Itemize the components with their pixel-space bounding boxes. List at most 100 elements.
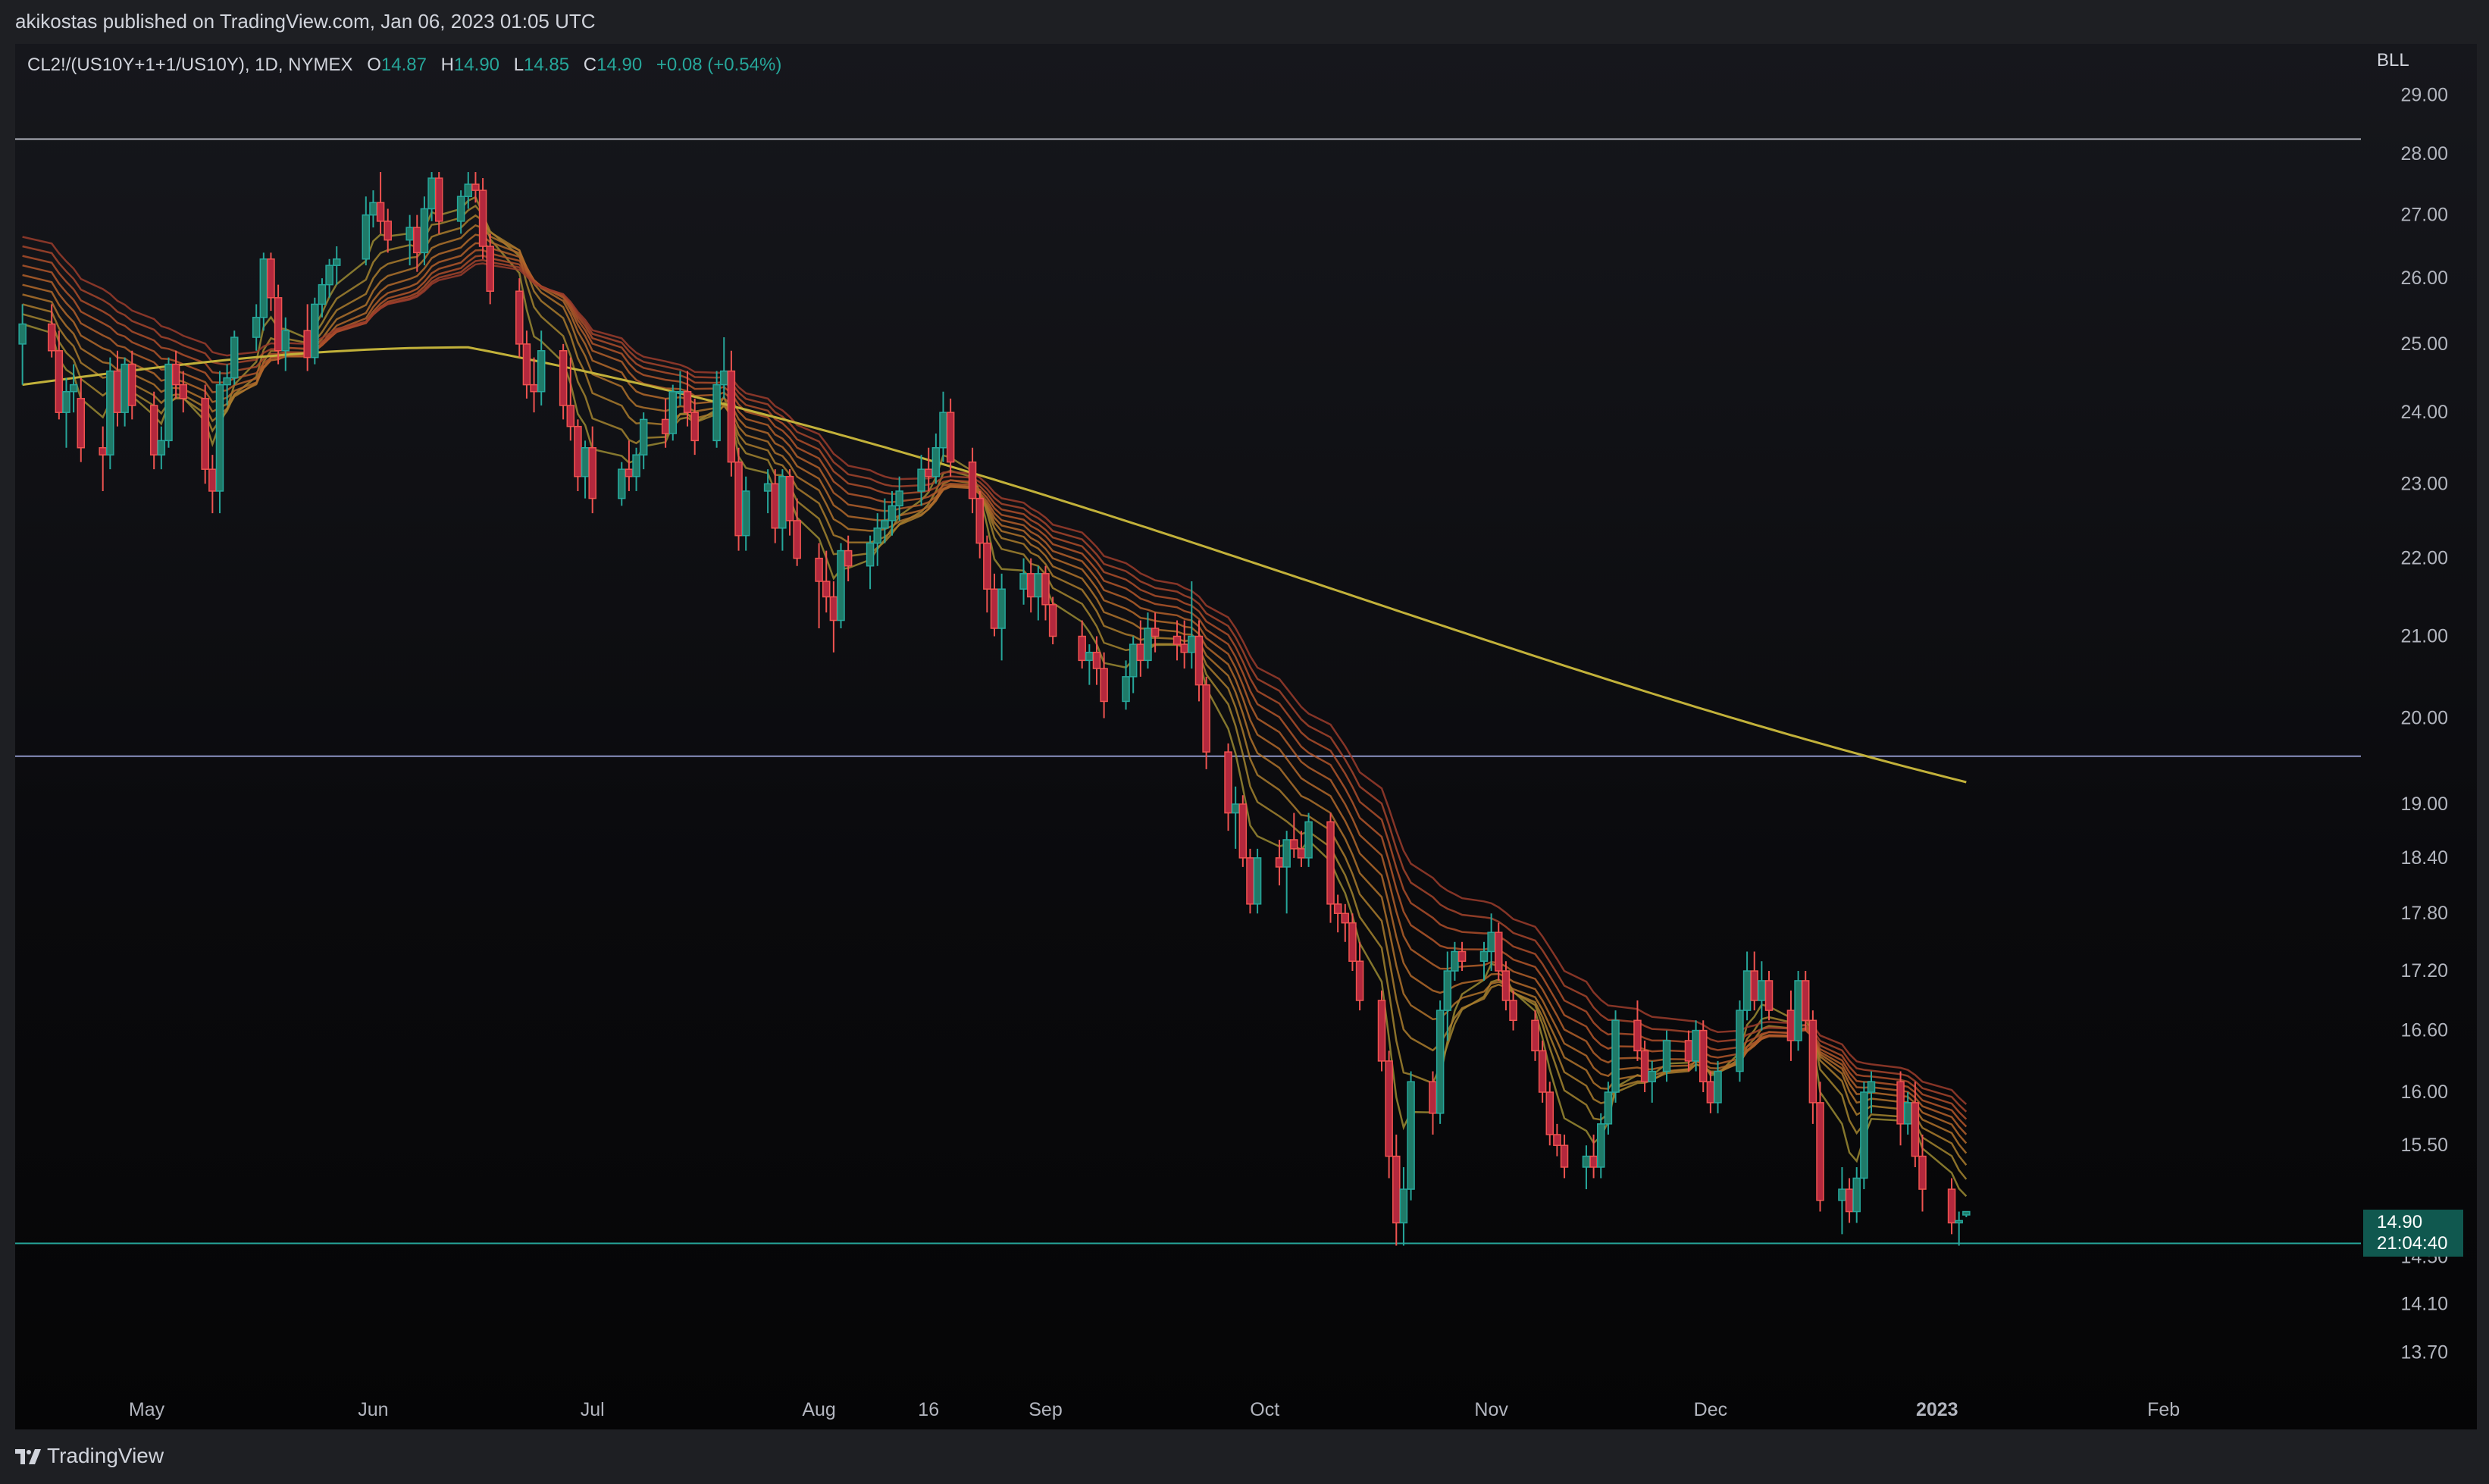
candle-body bbox=[719, 370, 728, 386]
candle bbox=[574, 419, 582, 491]
candle-body bbox=[1662, 1040, 1671, 1072]
candle bbox=[1026, 558, 1035, 613]
candle bbox=[1860, 1082, 1868, 1190]
candle-body bbox=[1304, 821, 1313, 859]
candle bbox=[1947, 1178, 1956, 1235]
candle-body bbox=[1041, 573, 1050, 606]
y-tick-label: 19.00 bbox=[2400, 794, 2448, 815]
candle-body bbox=[881, 520, 889, 529]
candle-body bbox=[741, 490, 750, 537]
candle-body bbox=[844, 549, 853, 567]
candle-body bbox=[1538, 1050, 1547, 1093]
candle-body bbox=[215, 384, 224, 492]
candle-body bbox=[866, 542, 875, 567]
candle bbox=[1553, 1123, 1561, 1157]
candle bbox=[1348, 913, 1357, 972]
candle-body bbox=[230, 337, 239, 379]
candle-body bbox=[303, 330, 312, 358]
candle-body bbox=[471, 183, 480, 191]
candle-body bbox=[1407, 1081, 1415, 1190]
candle bbox=[18, 304, 27, 385]
candle-body bbox=[1692, 1029, 1700, 1062]
candle-body bbox=[668, 390, 678, 434]
candle-body bbox=[1392, 1155, 1401, 1224]
tradingview-brand[interactable]: TradingView bbox=[15, 1444, 164, 1468]
candle-body bbox=[588, 446, 596, 499]
candle bbox=[318, 278, 327, 318]
low-label: L bbox=[513, 55, 524, 75]
candle bbox=[815, 543, 823, 629]
candle-body bbox=[1801, 980, 1810, 1022]
symbol-legend[interactable]: CL2!/(US10Y+1+1/US10Y), 1D, NYMEX O14.87… bbox=[27, 55, 781, 76]
candle-body bbox=[1034, 573, 1043, 598]
candle-body bbox=[325, 265, 333, 286]
candle-body bbox=[1297, 848, 1306, 859]
candle bbox=[376, 172, 385, 234]
candle-body bbox=[77, 398, 86, 449]
horizontal-lines bbox=[15, 138, 2361, 1244]
candle-body bbox=[1852, 1177, 1861, 1213]
candle-body bbox=[1202, 684, 1210, 753]
candle-body bbox=[829, 596, 838, 621]
candle-body bbox=[997, 588, 1006, 629]
candle-body bbox=[1151, 628, 1160, 637]
price-scale-label[interactable]: BLL bbox=[2377, 50, 2409, 70]
low-value: 14.85 bbox=[524, 55, 570, 75]
candle bbox=[69, 364, 78, 413]
candle-body bbox=[1684, 1040, 1693, 1062]
high-value: 14.90 bbox=[453, 55, 500, 75]
candle bbox=[522, 330, 531, 399]
candle-body bbox=[281, 330, 290, 352]
candle-body bbox=[405, 227, 414, 241]
candle bbox=[1786, 990, 1796, 1061]
candle-body bbox=[1129, 643, 1138, 678]
candle-body bbox=[1582, 1155, 1591, 1168]
y-tick-label: 24.00 bbox=[2400, 402, 2448, 423]
candle bbox=[1100, 652, 1108, 719]
candle-body bbox=[1896, 1081, 1905, 1125]
candle-body bbox=[1078, 635, 1086, 662]
candle-body bbox=[113, 370, 122, 413]
candle bbox=[1231, 786, 1240, 849]
candle bbox=[829, 581, 838, 653]
candle-body bbox=[785, 475, 794, 521]
candle bbox=[690, 398, 699, 456]
candle-body bbox=[515, 290, 524, 345]
candle-body bbox=[157, 440, 166, 456]
candle-body bbox=[1947, 1188, 1956, 1224]
candle bbox=[1151, 612, 1160, 653]
candle bbox=[1808, 1010, 1817, 1124]
candle bbox=[252, 304, 261, 351]
candle-body bbox=[1144, 628, 1152, 662]
ribbon-ma-line bbox=[22, 214, 1968, 1166]
candle bbox=[515, 278, 524, 358]
candle bbox=[1545, 1082, 1554, 1146]
candle-body bbox=[106, 370, 114, 456]
candle bbox=[1911, 1082, 1920, 1167]
candle-body bbox=[99, 446, 107, 456]
candle bbox=[1304, 812, 1313, 867]
x-tick-label: Dec bbox=[1694, 1399, 1727, 1420]
candle-body bbox=[1479, 950, 1489, 962]
candle bbox=[1333, 894, 1342, 933]
candle-body bbox=[968, 461, 977, 499]
y-tick-label: 14.10 bbox=[2400, 1294, 2448, 1315]
candle bbox=[1501, 961, 1511, 1011]
candle-body bbox=[778, 475, 787, 529]
candle-body bbox=[734, 461, 743, 537]
candle bbox=[566, 357, 575, 441]
candle-body bbox=[1377, 1000, 1386, 1062]
candle bbox=[1253, 848, 1262, 914]
candle bbox=[434, 172, 443, 234]
candle bbox=[683, 371, 692, 427]
y-tick-label: 28.00 bbox=[2400, 143, 2448, 164]
candle-body bbox=[1706, 1081, 1715, 1104]
candle-body bbox=[164, 363, 173, 442]
slow-moving-average bbox=[22, 346, 1967, 784]
candle bbox=[1852, 1166, 1861, 1223]
candle bbox=[1399, 1166, 1408, 1246]
candle bbox=[530, 357, 538, 413]
slow-ma-line bbox=[22, 346, 1967, 784]
candle bbox=[588, 426, 596, 514]
